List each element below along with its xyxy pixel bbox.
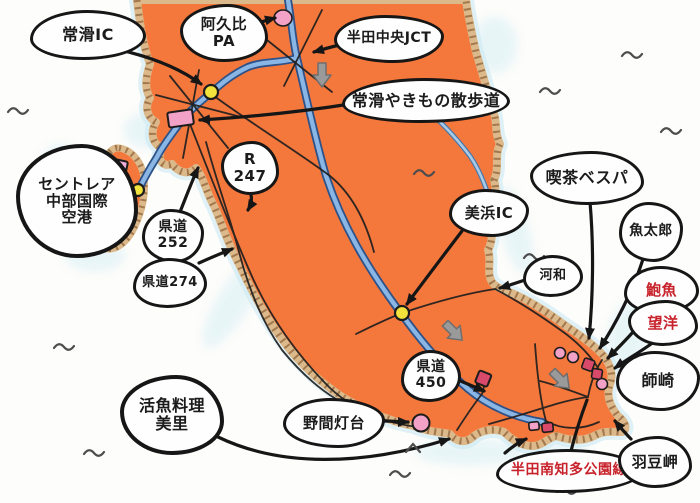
bubble-kendo-450: 県道 450: [401, 350, 461, 402]
bubble-centrair-airport: セントレア 中部国際 空港: [16, 144, 138, 258]
wave-mark: [620, 51, 644, 59]
label-agui-pa: 阿久比 PA: [200, 15, 248, 50]
label-noma-lighthouse: 野間灯台: [302, 413, 365, 432]
wave-mark: [412, 169, 436, 177]
coast-spot: [566, 350, 580, 364]
bubble-koen-line: 半田南知多公園線: [496, 449, 642, 493]
connector-hazu: [613, 419, 633, 441]
peninsula: [129, 0, 634, 454]
tip-road: [534, 343, 547, 422]
connector-tokoname-ic: [118, 48, 203, 86]
morozaki-coast-markers: [528, 346, 609, 434]
label-kissa-vespa: 喫茶ベスパ: [545, 168, 629, 188]
bubble-kowa: 河和: [523, 255, 583, 297]
coast-spot: [595, 377, 609, 391]
wave-mark: [82, 449, 106, 457]
connector-arrows: [82, 15, 653, 461]
label-handa-chuo-jct: 半田中央JCT: [346, 30, 432, 47]
connector-koen-line: [569, 398, 589, 453]
tokoname-ic-marker: [202, 83, 220, 101]
tokoname-street: [169, 75, 229, 149]
bubble-kissa-vespa: 喫茶ベスパ: [530, 151, 644, 205]
bubble-kendo-252: 県道 252: [142, 209, 204, 263]
coast-spot: [581, 357, 596, 372]
label-kendo-274: 県道274: [142, 274, 198, 290]
bubble-yakimono-sanpomichi: 常滑やきもの散歩道: [342, 78, 510, 123]
label-boyo: 望洋: [647, 313, 679, 332]
down-right-arrow: [441, 319, 463, 341]
wave-mark: [6, 107, 30, 115]
agui-street: [283, 9, 323, 87]
mihama-ic-marker: [393, 304, 411, 322]
coast-spot: [528, 420, 540, 432]
label-kendo-252: 県道 252: [157, 219, 189, 251]
direction-arrows: [312, 62, 570, 389]
label-yakimono-sanpomichi: 常滑やきもの散歩道: [351, 90, 501, 110]
label-misato: 活魚料理 美里: [138, 396, 205, 433]
wave-mark: [659, 127, 683, 135]
bubble-morozaki: 師崎: [616, 351, 700, 411]
label-route-247: R 247: [233, 150, 267, 185]
label-centrair-airport: セントレア 中部国際 空港: [38, 174, 116, 227]
wave-mark: [538, 87, 562, 95]
markers: [130, 9, 609, 434]
bubble-tokoname-ic: 常滑IC: [30, 10, 146, 60]
wave-mark: [404, 442, 422, 454]
connector-kowa: [498, 278, 527, 291]
bubble-boyo: 望洋: [628, 300, 698, 346]
bubble-handa-chuo-jct: 半田中央JCT: [334, 15, 444, 63]
down-right-arrow: [548, 367, 570, 389]
bubble-noma-lighthouse: 野間灯台: [283, 398, 385, 448]
connector-koen-arrow: [503, 437, 528, 455]
connector-kendo274: [197, 247, 234, 265]
label-koen-line: 半田南知多公園線: [511, 462, 627, 479]
label-uotaro: 魚太郎: [629, 223, 673, 240]
label-tokoname-ic: 常滑IC: [62, 25, 114, 45]
wave-mark: [388, 470, 412, 478]
connector-kendo252: [178, 166, 200, 214]
east-coast-road: [494, 288, 599, 369]
connector-yakimono: [198, 102, 352, 125]
wave-mark: [52, 343, 76, 351]
label-morozaki: 師崎: [641, 371, 675, 391]
tokoname-street: [155, 94, 246, 119]
bubble-agui-pa: 阿久比 PA: [180, 4, 268, 62]
down-arrow: [312, 62, 332, 88]
agui-pa-marker: [273, 9, 293, 27]
kendo-274-road: [205, 141, 337, 400]
yakimono-area-marker: [166, 108, 195, 129]
bubble-kendo-274: 県道274: [133, 258, 207, 308]
label-mihama-ic: 美浜IC: [464, 203, 514, 222]
inland-road: [213, 95, 375, 253]
tip-road: [539, 380, 589, 398]
bubble-uotaro: 魚太郎: [619, 202, 683, 262]
bubble-route-247: R 247: [221, 141, 279, 195]
wave-marks: [6, 51, 683, 495]
bubble-mihama-ic: 美浜IC: [449, 189, 529, 237]
connector-vespa: [585, 200, 595, 340]
bubble-hazu-misaki: 羽豆岬: [618, 436, 692, 488]
noma-lighthouse-marker: [411, 413, 431, 433]
label-kendo-450: 県道 450: [415, 359, 447, 391]
connector-noma: [382, 416, 410, 427]
coast-spot: [541, 421, 555, 434]
bubble-misato: 活魚料理 美里: [120, 375, 224, 455]
coast-spot: [553, 346, 567, 360]
connector-mihama-ic: [405, 229, 464, 306]
coast-spot: [590, 367, 604, 381]
label-hazu-misaki: 羽豆岬: [631, 452, 679, 471]
label-hougyo: 鮑魚: [645, 280, 677, 299]
connector-uotaro: [598, 257, 645, 350]
landmass: [133, 0, 630, 450]
label-kowa: 河和: [539, 267, 567, 283]
koen-line-road: [488, 396, 589, 425]
